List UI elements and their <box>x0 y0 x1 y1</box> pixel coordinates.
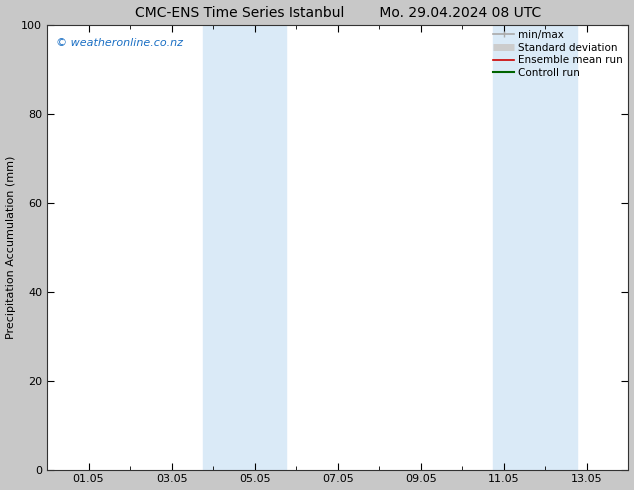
Bar <box>203 25 286 469</box>
Title: CMC-ENS Time Series Istanbul        Mo. 29.04.2024 08 UTC: CMC-ENS Time Series Istanbul Mo. 29.04.2… <box>134 5 541 20</box>
Bar <box>493 25 576 469</box>
Text: © weatheronline.co.nz: © weatheronline.co.nz <box>56 38 183 48</box>
Legend: min/max, Standard deviation, Ensemble mean run, Controll run: min/max, Standard deviation, Ensemble me… <box>491 28 625 80</box>
Y-axis label: Precipitation Accumulation (mm): Precipitation Accumulation (mm) <box>6 155 16 339</box>
